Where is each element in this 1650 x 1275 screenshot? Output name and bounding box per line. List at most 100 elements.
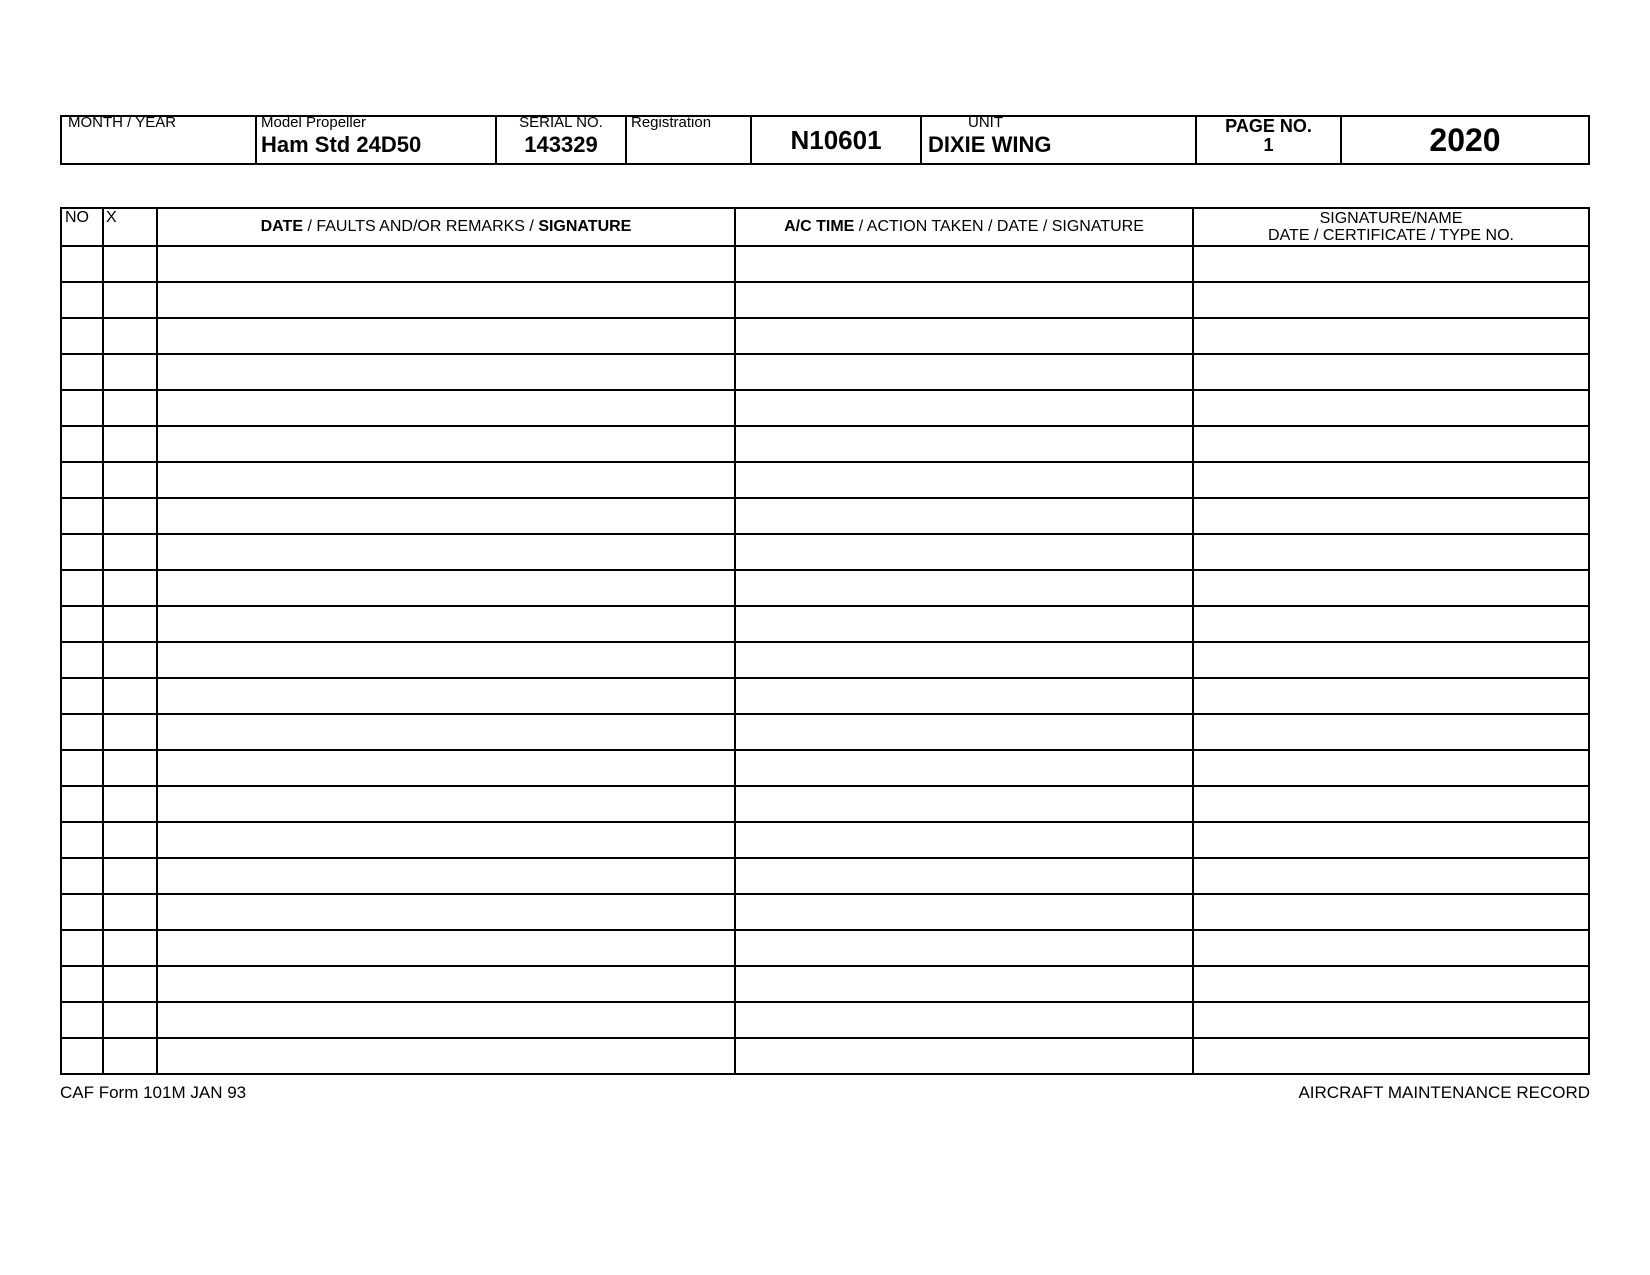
table-row [61, 750, 1589, 786]
table-cell [1193, 534, 1589, 570]
table-cell [157, 318, 735, 354]
table-cell [157, 534, 735, 570]
table-cell [157, 462, 735, 498]
table-cell [103, 786, 157, 822]
header-faults-mid: / FAULTS AND/OR REMARKS / [303, 218, 538, 235]
footer-left: CAF Form 101M JAN 93 [60, 1083, 246, 1103]
table-cell [735, 966, 1193, 1002]
table-cell [1193, 462, 1589, 498]
table-cell [735, 462, 1193, 498]
table-cell [61, 858, 103, 894]
footer-right: AIRCRAFT MAINTENANCE RECORD [1298, 1083, 1590, 1103]
table-row [61, 570, 1589, 606]
table-cell [735, 426, 1193, 462]
table-cell [157, 930, 735, 966]
value-unit: DIXIE WING [928, 134, 1189, 156]
table-row [61, 282, 1589, 318]
table-cell [61, 930, 103, 966]
header-faults: DATE / FAULTS AND/OR REMARKS / SIGNATURE [157, 208, 735, 246]
table-cell [103, 318, 157, 354]
table-cell [103, 678, 157, 714]
table-cell [735, 246, 1193, 282]
table-row [61, 246, 1589, 282]
table-row [61, 390, 1589, 426]
table-cell [157, 570, 735, 606]
table-cell [157, 354, 735, 390]
table-cell [157, 678, 735, 714]
table-cell [103, 858, 157, 894]
header-faults-date: DATE [261, 218, 303, 235]
table-cell [735, 822, 1193, 858]
table-cell [735, 642, 1193, 678]
table-cell [61, 822, 103, 858]
table-cell [1193, 570, 1589, 606]
value-year: 2020 [1429, 124, 1500, 156]
table-cell [157, 822, 735, 858]
cell-registration-label: Registration [627, 117, 752, 163]
table-cell [103, 498, 157, 534]
table-cell [1193, 606, 1589, 642]
table-cell [735, 678, 1193, 714]
table-cell [1193, 390, 1589, 426]
table-cell [157, 426, 735, 462]
table-cell [103, 750, 157, 786]
table-cell [735, 1002, 1193, 1038]
table-cell [103, 534, 157, 570]
header-action: A/C TIME / ACTION TAKEN / DATE / SIGNATU… [735, 208, 1193, 246]
label-serial: SERIAL NO. [519, 117, 603, 130]
table-row [61, 498, 1589, 534]
table-cell [1193, 426, 1589, 462]
header-no: NO [61, 208, 103, 246]
table-cell [157, 750, 735, 786]
table-cell [735, 1038, 1193, 1074]
table-cell [103, 1038, 157, 1074]
table-cell [103, 246, 157, 282]
cell-model: Model Propeller Ham Std 24D50 [257, 117, 497, 163]
table-cell [735, 786, 1193, 822]
header-action-time: A/C TIME [784, 218, 854, 235]
table-cell [1193, 354, 1589, 390]
table-cell [735, 858, 1193, 894]
table-cell [735, 354, 1193, 390]
table-cell [61, 786, 103, 822]
table-cell [157, 282, 735, 318]
table-cell [103, 966, 157, 1002]
table-cell [61, 246, 103, 282]
table-cell [735, 498, 1193, 534]
footer: CAF Form 101M JAN 93 AIRCRAFT MAINTENANC… [60, 1083, 1590, 1103]
table-row [61, 966, 1589, 1002]
table-cell [735, 930, 1193, 966]
table-cell [103, 642, 157, 678]
table-cell [157, 1038, 735, 1074]
table-row [61, 822, 1589, 858]
table-row [61, 426, 1589, 462]
table-row [61, 642, 1589, 678]
table-cell [61, 1002, 103, 1038]
table-cell [61, 498, 103, 534]
log-table-head: NO X DATE / FAULTS AND/OR REMARKS / SIGN… [61, 208, 1589, 246]
cell-month-year: MONTH / YEAR [62, 117, 257, 163]
table-cell [103, 282, 157, 318]
table-row [61, 678, 1589, 714]
header-x: X [103, 208, 157, 246]
table-cell [1193, 1002, 1589, 1038]
table-cell [735, 318, 1193, 354]
table-cell [103, 390, 157, 426]
table-cell [157, 606, 735, 642]
table-cell [61, 426, 103, 462]
label-registration: Registration [631, 117, 746, 130]
table-cell [103, 822, 157, 858]
table-cell [1193, 318, 1589, 354]
log-table: NO X DATE / FAULTS AND/OR REMARKS / SIGN… [60, 207, 1590, 1075]
table-row [61, 894, 1589, 930]
table-row [61, 462, 1589, 498]
table-cell [735, 282, 1193, 318]
table-cell [735, 714, 1193, 750]
cell-registration-value: N10601 [752, 117, 922, 163]
table-cell [157, 390, 735, 426]
table-cell [61, 966, 103, 1002]
table-cell [157, 246, 735, 282]
table-cell [103, 570, 157, 606]
table-cell [157, 1002, 735, 1038]
label-model: Model Propeller [261, 117, 491, 130]
